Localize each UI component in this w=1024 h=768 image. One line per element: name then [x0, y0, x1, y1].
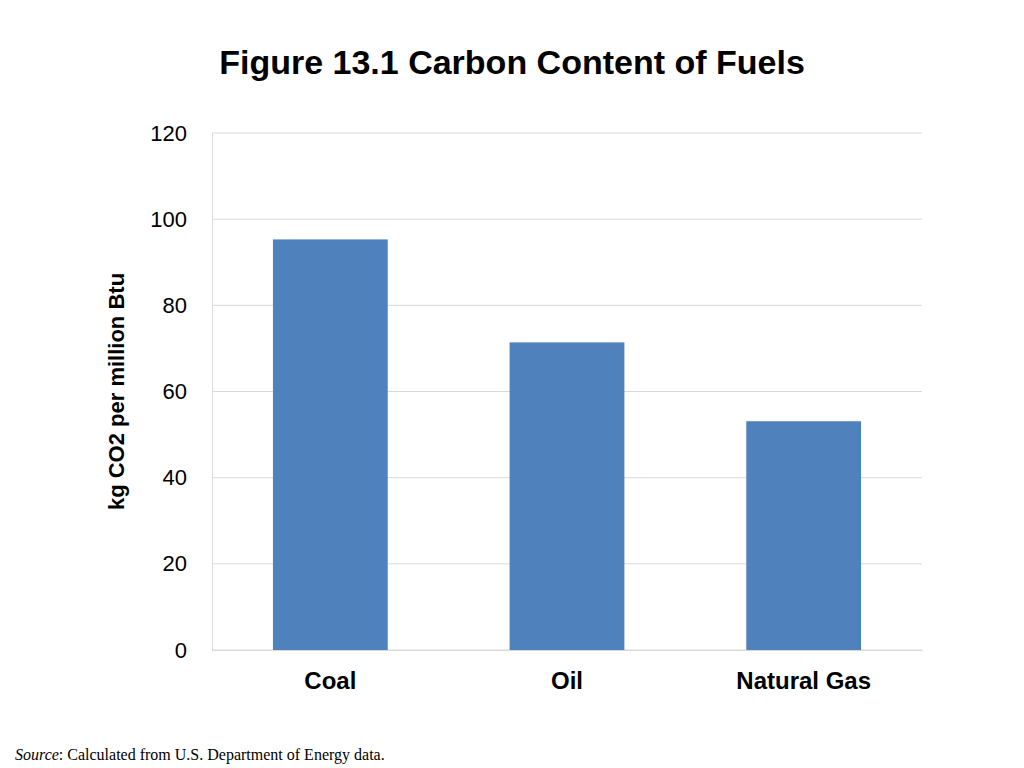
y-tick-label: 40 [163, 465, 187, 490]
y-tick-label: 0 [175, 638, 187, 663]
y-tick-label: 20 [163, 551, 187, 576]
x-tick: Natural Gas [736, 650, 871, 694]
bars [273, 239, 861, 650]
y-tick-label: 80 [163, 293, 187, 318]
y-tick-label: 120 [150, 121, 187, 146]
y-tick: 0 [175, 638, 212, 663]
x-axis: Coal Oil Natural Gas [213, 650, 923, 694]
plot: 0 20 40 60 80 100 120 Coal Oil Natural Gas [150, 121, 922, 695]
bar [273, 239, 388, 650]
grid-line [212, 133, 922, 134]
y-tick: 120 [150, 121, 212, 146]
y-tick: 80 [163, 293, 212, 318]
x-tick-label: Oil [551, 667, 583, 694]
grid-line [212, 219, 922, 220]
x-tick: Coal [304, 650, 356, 694]
grid [212, 133, 922, 650]
y-tick: 100 [150, 207, 212, 232]
y-axis-title: kg CO2 per million Btu [104, 273, 129, 510]
x-tick-label: Coal [304, 667, 356, 694]
x-axis-line [213, 650, 923, 651]
bar [746, 421, 861, 650]
y-tick-label: 100 [150, 207, 187, 232]
x-tick: Oil [551, 650, 583, 694]
title: Figure 13.1 Carbon Content of Fuels [219, 43, 805, 81]
y-tick: 20 [163, 551, 212, 576]
y-tick: 60 [163, 379, 212, 404]
chart: 0 20 40 60 80 100 120 Coal Oil Natural Gas Figure … [0, 0, 1024, 768]
y-axis: 0 20 40 60 80 100 120 [150, 121, 212, 663]
y-axis-line [212, 134, 213, 651]
bar [510, 342, 625, 650]
x-tick-label: Natural Gas [736, 667, 871, 694]
y-tick: 40 [163, 465, 212, 490]
y-tick-label: 60 [163, 379, 187, 404]
source-note: Source: Calculated from U.S. Department … [15, 746, 385, 764]
